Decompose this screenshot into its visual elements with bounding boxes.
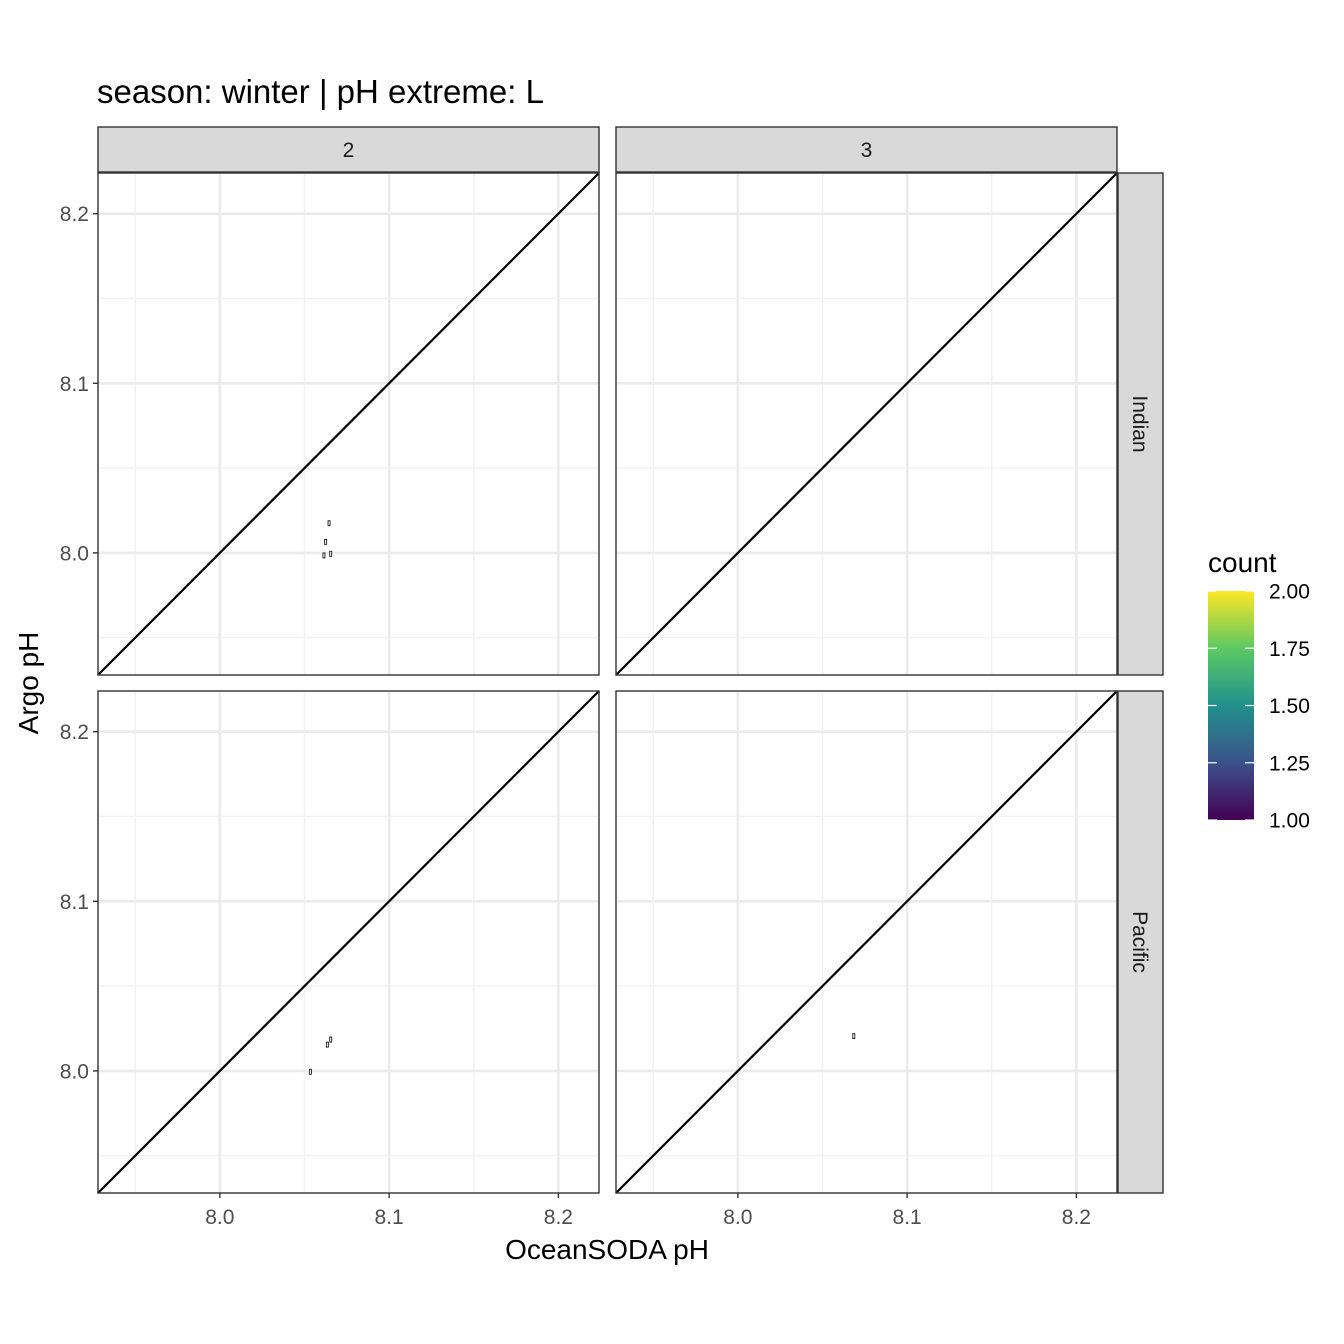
strip-label-row: Indian: [1128, 395, 1151, 452]
identity-line: [615, 172, 1118, 676]
panel-border: [97, 690, 600, 1194]
heatmap-cell: [324, 538, 328, 545]
panel-border: [615, 172, 1118, 676]
facet-panel-3-indian: [615, 172, 1118, 676]
legend-break-label: 1.50: [1269, 695, 1310, 718]
strip-top-3: 3: [615, 126, 1118, 173]
strip-right-indian: Indian: [1117, 172, 1164, 676]
x-axis-title: OceanSODA pH: [505, 1234, 709, 1265]
legend-break-label: 1.25: [1269, 752, 1310, 775]
strip-top-2: 2: [97, 126, 600, 173]
heatmap-cell: [329, 550, 333, 557]
heatmap-cell: [322, 552, 326, 559]
y-tick-label: 8.1: [60, 891, 89, 914]
strip-label-col: 3: [861, 139, 873, 162]
chart-title: season: winter | pH extreme: L: [97, 73, 544, 110]
strip-background: [97, 126, 600, 173]
facet-panels: 8.0 8.1 8.2 8.0 8.1 8.2 8.0 8.1 8.2 8.0 8.1 8.2 2 3 In…: [60, 126, 1164, 1229]
heatmap-cell: [309, 1068, 312, 1075]
legend: count 2.00 1.75 1.50 1.25 1.00: [1208, 547, 1310, 833]
y-tick-label: 8.2: [60, 721, 89, 744]
legend-break-label: 1.00: [1269, 810, 1310, 833]
strip-label-col: 2: [343, 139, 355, 162]
y-tick-label: 8.0: [60, 542, 89, 565]
x-tick-label: 8.1: [893, 1206, 922, 1229]
strip-background: [615, 126, 1118, 173]
facet-panel-2-indian: 8.0 8.1 8.2: [60, 172, 600, 676]
heatmap-cell: [852, 1033, 856, 1040]
panel-border: [615, 690, 1118, 1194]
legend-break-label: 1.75: [1269, 638, 1310, 661]
strip-right-pacific: Pacific: [1117, 690, 1164, 1194]
x-tick-label: 8.2: [1062, 1206, 1091, 1229]
x-tick-label: 8.2: [544, 1206, 573, 1229]
heatmap-cell: [325, 1041, 329, 1048]
identity-line: [615, 690, 1118, 1194]
x-tick-label: 8.0: [723, 1206, 752, 1229]
heatmap-cell: [327, 520, 331, 527]
x-tick-label: 8.1: [375, 1206, 404, 1229]
strip-background: [1117, 690, 1164, 1194]
y-tick-label: 8.0: [60, 1060, 89, 1083]
y-tick-label: 8.2: [60, 203, 89, 226]
panel-border: [97, 172, 600, 676]
legend-title: count: [1208, 547, 1277, 578]
identity-line: [97, 690, 600, 1194]
strip-label-row: Pacific: [1128, 911, 1151, 973]
x-tick-label: 8.0: [205, 1206, 234, 1229]
facet-panel-2-pacific: 8.0 8.1 8.2 8.0 8.1 8.2: [60, 690, 600, 1229]
y-tick-label: 8.1: [60, 373, 89, 396]
strip-background: [1117, 172, 1164, 676]
heatmap-cell: [329, 1036, 333, 1043]
legend-break-label: 2.00: [1269, 581, 1310, 604]
facet-panel-3-pacific: 8.0 8.1 8.2: [615, 690, 1118, 1229]
y-axis-title: Argo pH: [13, 632, 44, 735]
identity-line: [97, 172, 600, 676]
